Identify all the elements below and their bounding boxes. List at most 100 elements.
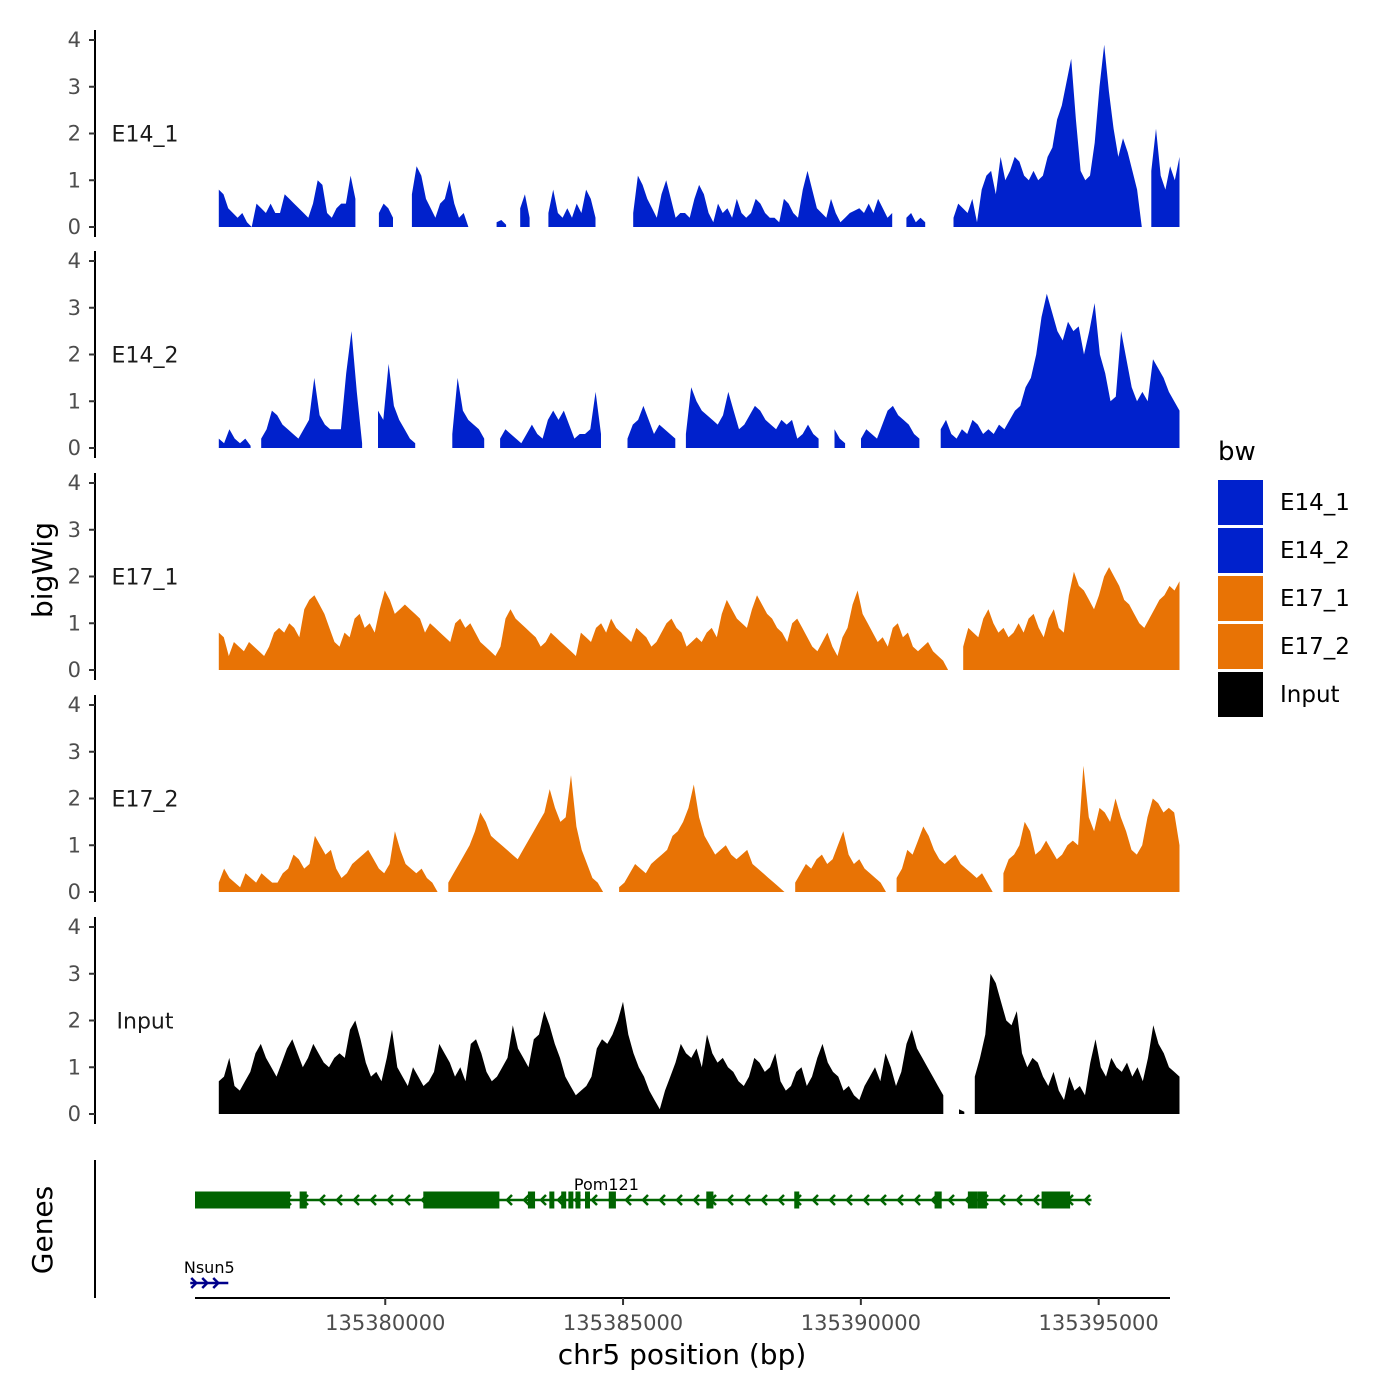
track-label: E14_2 [112,344,179,369]
exon [527,1191,536,1209]
exon [561,1191,567,1209]
area-E17_1 [218,590,949,670]
strand-chevron [811,1194,819,1206]
track-E14_2: 0 1 2 3 4 E14_2 [68,249,1180,460]
strand-chevron [896,1194,904,1206]
y-tick-label: 4 [68,693,81,717]
strand-chevron [641,1194,649,1206]
strand-chevron [624,1194,632,1206]
area-E17_2 [448,775,604,892]
area-Input [959,1109,965,1114]
y-tick-label: 0 [68,436,81,460]
area-E14_2 [378,363,416,448]
y-tick-label: 0 [68,215,81,239]
y-tick-label: 3 [68,75,81,99]
area-E14_1 [548,189,596,227]
strand-chevron [845,1194,853,1206]
genes-axis-title: Genes [26,1186,59,1274]
genes-group: Pom121 Nsun5 [94,1160,1092,1298]
exon [585,1191,590,1209]
y-tick-label: 4 [68,28,81,52]
strand-chevron [675,1194,683,1206]
strand-chevron [369,1194,377,1206]
legend-label: E14_2 [1280,538,1350,564]
y-tick-label: 1 [68,833,81,857]
strand-chevron [913,1194,921,1206]
x-axis: 135380000 135385000 135390000 135395000 [195,1297,1170,1335]
strand-chevron [879,1194,887,1206]
y-tick-label: 1 [68,389,81,413]
y-tick-label: 1 [68,611,81,635]
strand-chevron [539,1194,547,1206]
legend-swatch-E14_1 [1218,480,1263,525]
strand-chevron [403,1194,411,1206]
track-Input: 0 1 2 3 4 Input [68,915,1180,1126]
exon [423,1191,500,1209]
strand-chevron [1083,1194,1091,1206]
area-E17_1 [963,567,1180,670]
exon [608,1191,616,1209]
gene-label: Pom121 [574,1175,639,1194]
exon [794,1191,800,1209]
legend-label: E14_1 [1280,490,1350,516]
area-E14_1 [953,44,1142,228]
area-E17_2 [795,831,886,892]
area-E14_2 [685,387,819,448]
y-tick-label: 0 [68,1102,81,1126]
exon [549,1191,555,1209]
legend-swatch-E14_2 [1218,528,1263,573]
y-tick-label: 2 [68,1009,81,1033]
area-E17_2 [218,831,438,892]
y-tick-label: 0 [68,880,81,904]
area-E14_2 [834,429,846,448]
area-E14_2 [627,405,676,448]
gene-Pom121: Pom121 [195,1175,1092,1209]
area-E14_2 [452,377,485,448]
y-tick-label: 4 [68,249,81,273]
track-label: E14_1 [112,123,179,148]
y-tick-label: 2 [68,787,81,811]
area-E14_1 [1151,128,1180,227]
track-label: Input [117,1010,174,1035]
area-E14_1 [633,170,893,227]
strand-chevron [590,1194,598,1206]
exon [575,1191,581,1209]
strand-chevron [726,1194,734,1206]
legend-swatch-E17_1 [1218,576,1263,621]
x-tick-label: 135390000 [801,1311,921,1335]
exon [195,1191,291,1209]
area-E14_1 [520,194,530,227]
area-E14_2 [261,331,363,448]
y-tick-label: 1 [68,168,81,192]
area-E17_2 [619,784,785,892]
exon [299,1191,307,1209]
legend-title: bw [1218,437,1256,467]
gene-Nsun5: Nsun5 [184,1258,235,1289]
legend-swatch-E17_2 [1218,624,1263,669]
strand-chevron [760,1194,768,1206]
strand-chevron [190,1277,199,1289]
area-E14_2 [218,429,251,448]
strand-chevron [505,1194,513,1206]
gene-label: Nsun5 [184,1258,235,1277]
strand-chevron [335,1194,343,1206]
strand-chevron [998,1194,1006,1206]
legend-label: Input [1280,682,1340,708]
y-tick-label: 2 [68,343,81,367]
y-axis-title: bigWig [26,522,59,618]
legend-label: E17_2 [1280,634,1350,660]
strand-chevron [947,1194,955,1206]
area-E14_1 [496,220,507,227]
strand-chevron [352,1194,360,1206]
strand-chevron [692,1194,700,1206]
exon [706,1191,714,1209]
area-E17_2 [896,826,993,892]
area-E14_2 [861,405,920,448]
area-E14_2 [500,391,601,448]
strand-chevron [201,1277,210,1289]
x-tick-label: 135395000 [1039,1311,1159,1335]
exon [977,1191,987,1209]
x-tick-label: 135380000 [325,1311,445,1335]
y-tick-label: 3 [68,518,81,542]
